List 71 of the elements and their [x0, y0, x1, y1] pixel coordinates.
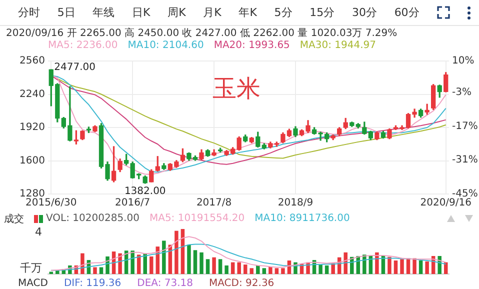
annotation: 2477.00: [54, 62, 96, 74]
bar: [143, 253, 147, 274]
text: 年K: [238, 5, 257, 20]
text: 4: [35, 225, 42, 238]
bar: [230, 262, 235, 274]
text: MA10: 2104.60: [128, 40, 204, 51]
bar: [174, 230, 178, 274]
text: 60分: [394, 5, 420, 20]
bar: [162, 240, 166, 274]
bar: [256, 265, 260, 274]
bar: [193, 250, 198, 274]
chart-subtitle: 2020/09/16 开 2265.00 高 2450.00 收 2427.00 低 2262.00 量 1020.03万 7.29%: [5, 26, 398, 39]
text: MA10: 8911736.00: [254, 213, 350, 224]
text: MA20: 1993.65: [214, 40, 290, 51]
bar: [206, 259, 210, 274]
bar: [200, 252, 204, 274]
text: 周K: [168, 5, 186, 20]
bar: [418, 260, 423, 274]
text: MA30: 1944.97: [300, 40, 376, 51]
bar: [212, 257, 216, 274]
legend-label: VOL: 10200285.00: [46, 213, 140, 224]
text: 5日: [57, 5, 76, 20]
text: 日K: [132, 5, 150, 20]
bar: [262, 268, 266, 274]
bar: [218, 259, 222, 274]
bar: [425, 261, 429, 274]
bar: [281, 268, 285, 274]
text: 年线: [92, 5, 115, 20]
bar: [268, 266, 272, 274]
text: DEA: 73.18: [137, 278, 194, 288]
bar: [400, 259, 404, 274]
text: MA5: 2236.00: [48, 40, 118, 51]
x-tick-label: 2015/6/30: [25, 198, 77, 209]
text: 千万: [20, 261, 42, 274]
bar: [243, 264, 248, 274]
y2-tick-label: 10%: [452, 56, 474, 67]
annotation: 1382.00: [124, 186, 166, 197]
series-label: MA5: 10191554.20: [149, 213, 245, 224]
chart-title: 成交: [4, 212, 24, 226]
x-tick-label: 2016/7: [114, 198, 150, 209]
text: 15分: [310, 5, 335, 20]
x-tick-label: 2020/9/16: [420, 198, 472, 209]
text: 分时: [18, 5, 40, 20]
text: MACD: [18, 278, 48, 288]
bar: [150, 256, 154, 274]
text: DIF: 119.36: [64, 278, 122, 288]
y-tick-label: 2240: [20, 88, 45, 100]
y-tick-label: 1920: [20, 122, 45, 134]
bar: [274, 268, 279, 274]
bar: [93, 267, 97, 274]
text: MACD: 92.36: [209, 278, 274, 288]
bar: [237, 262, 241, 274]
y2-tick-label: -3%: [452, 87, 472, 98]
x-tick-label: 2017/8: [196, 198, 232, 209]
text: 玉米: [212, 74, 260, 102]
bar: [187, 244, 191, 274]
bar: [250, 268, 254, 274]
bar: [412, 258, 416, 274]
y2-tick-label: -17%: [452, 120, 478, 132]
y-tick-label: 1600: [20, 155, 45, 166]
bar: [388, 256, 392, 274]
bar: [394, 260, 398, 274]
text: 30分: [352, 5, 377, 20]
y-tick-label: 2560: [20, 56, 45, 67]
bar: [324, 265, 329, 274]
bar: [224, 265, 228, 274]
text: 月K: [203, 5, 222, 20]
x-tick-label: 2018/9: [278, 198, 314, 209]
y2-tick-label: -31%: [452, 154, 478, 166]
bar: [130, 250, 134, 274]
text: 5分: [274, 5, 292, 20]
